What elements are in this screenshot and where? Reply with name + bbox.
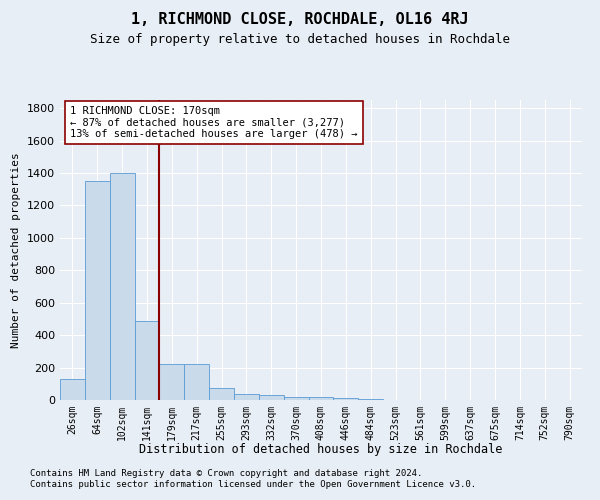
Y-axis label: Number of detached properties: Number of detached properties [11, 152, 22, 348]
Text: Distribution of detached houses by size in Rochdale: Distribution of detached houses by size … [139, 442, 503, 456]
Bar [209, 388, 234, 400]
Text: Size of property relative to detached houses in Rochdale: Size of property relative to detached ho… [90, 32, 510, 46]
Bar [160, 364, 184, 400]
Bar [134, 320, 160, 400]
Bar [85, 181, 110, 400]
Bar [234, 394, 259, 400]
Text: 1, RICHMOND CLOSE, ROCHDALE, OL16 4RJ: 1, RICHMOND CLOSE, ROCHDALE, OL16 4RJ [131, 12, 469, 28]
Bar [358, 399, 383, 400]
Text: Contains HM Land Registry data © Crown copyright and database right 2024.: Contains HM Land Registry data © Crown c… [30, 468, 422, 477]
Bar [110, 173, 134, 400]
Bar [284, 397, 308, 400]
Bar [60, 379, 85, 400]
Text: Contains public sector information licensed under the Open Government Licence v3: Contains public sector information licen… [30, 480, 476, 489]
Bar [184, 364, 209, 400]
Bar [259, 395, 284, 400]
Bar [334, 398, 358, 400]
Bar [308, 397, 334, 400]
Text: 1 RICHMOND CLOSE: 170sqm
← 87% of detached houses are smaller (3,277)
13% of sem: 1 RICHMOND CLOSE: 170sqm ← 87% of detach… [70, 106, 358, 139]
